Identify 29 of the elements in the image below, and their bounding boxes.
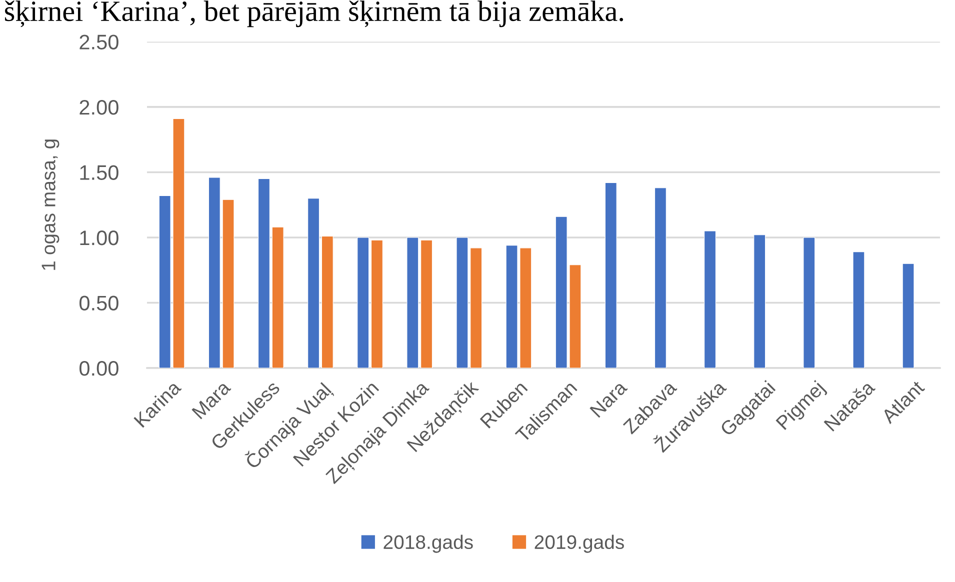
- y-tick-label: 0.00: [79, 361, 118, 376]
- bar: [803, 237, 816, 368]
- y-tick-label: 0.50: [79, 296, 118, 310]
- y-axis-title: 1 ogas masa, g: [42, 140, 60, 270]
- bar: [654, 188, 666, 368]
- y-tick-label: 1.00: [80, 230, 118, 246]
- y-tick-label: 2.50: [80, 34, 118, 50]
- bar: [456, 237, 468, 368]
- bar: [902, 263, 914, 368]
- bar: [222, 199, 234, 368]
- y-tick-label: 1.50: [80, 165, 118, 180]
- bar: [704, 230, 716, 368]
- bar: [272, 226, 284, 368]
- bar: [357, 237, 370, 368]
- bar: [754, 234, 766, 368]
- bar: [321, 236, 334, 368]
- bar: [208, 177, 220, 368]
- legend-label: 2019.gads: [534, 534, 624, 553]
- bar: [370, 240, 383, 368]
- bar: [308, 198, 320, 368]
- bar: [406, 237, 419, 368]
- y-tick-label: 2.00: [80, 100, 118, 115]
- bar: [604, 182, 617, 368]
- bar: [470, 248, 482, 368]
- legend-label: 2018.gads: [384, 534, 473, 553]
- bar: [420, 240, 433, 368]
- text: šķirnei ‘Karina’, bet pārējām šķirnēm tā bija zemāka.: [5, 0, 624, 28]
- bar: [852, 252, 865, 368]
- bar: [258, 178, 270, 368]
